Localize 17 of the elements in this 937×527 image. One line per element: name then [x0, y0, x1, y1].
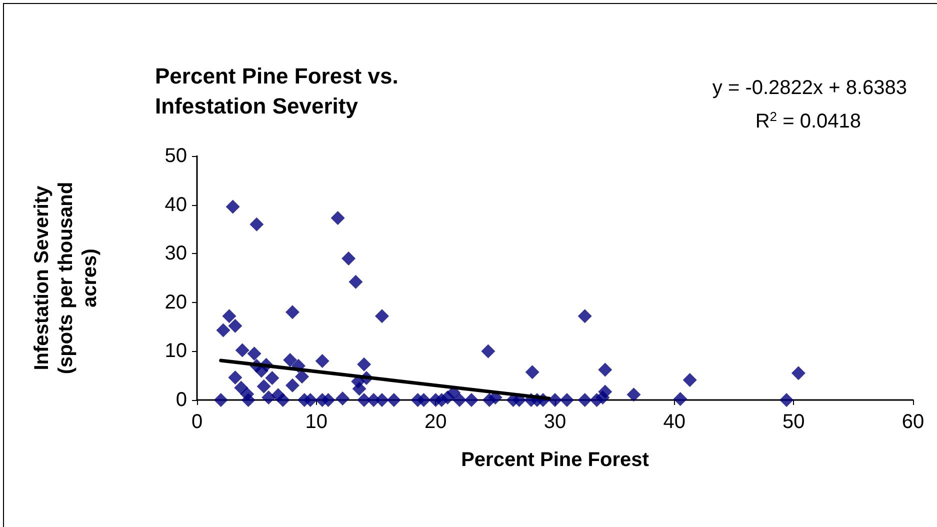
x-tick-label: 20: [424, 411, 447, 433]
y-tick-label: 20: [164, 291, 187, 314]
text: y = -0.2822x + 8.6383: [712, 77, 908, 99]
y-tick-label: 10: [164, 340, 187, 362]
y-tick-label: 40: [164, 194, 187, 216]
chart-title: Percent Pine Forest vs. Infestation Severity: [155, 64, 404, 118]
x-tick-label: 50: [782, 411, 805, 433]
x-tick-label: 40: [663, 411, 686, 433]
y-tick-label: 50: [164, 145, 187, 167]
y-tick-label: 30: [164, 242, 187, 265]
x-axis-title: Percent Pine Forest: [461, 449, 650, 471]
x-tick-label: 30: [544, 411, 566, 433]
y-axis-title: Infestation Severity (spots per thousand acres): [31, 182, 101, 374]
x-tick-label: 60: [902, 411, 924, 433]
x-tick-label: 10: [305, 411, 328, 433]
x-tick-label: 0: [191, 411, 203, 433]
y-tick-label: 0: [176, 389, 187, 411]
